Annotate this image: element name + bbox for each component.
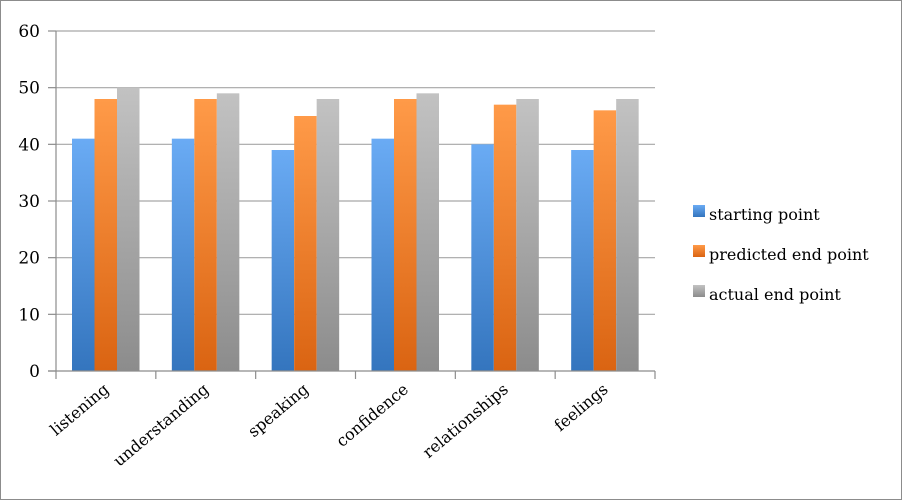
bar-understanding-series-2 xyxy=(194,99,217,371)
bar-relationships-series-2 xyxy=(493,104,517,372)
axes xyxy=(48,30,656,379)
bar-listening-series-1 xyxy=(72,138,95,371)
legend-label: starting point xyxy=(709,205,820,224)
x-category-label: speaking xyxy=(244,380,312,441)
bar-listening-series-3 xyxy=(117,87,140,372)
bar-feelings-series-2 xyxy=(593,110,617,371)
x-category-label: feelings xyxy=(551,380,612,436)
bar-confidence-series-3 xyxy=(416,93,439,371)
y-tick-label: 20 xyxy=(18,249,40,269)
bar-relationships-series-3 xyxy=(516,99,539,371)
legend-swatch xyxy=(693,205,705,217)
bar-speaking-series-2 xyxy=(294,116,317,371)
bar-listening-series-2 xyxy=(94,99,117,371)
x-category-label: understanding xyxy=(109,380,212,471)
gridlines xyxy=(56,30,655,315)
legend-label: actual end point xyxy=(709,285,841,304)
legend-swatch xyxy=(693,245,705,257)
legend-label: predicted end point xyxy=(709,245,869,264)
y-tick-label: 40 xyxy=(18,135,40,155)
legend-swatch xyxy=(693,285,705,297)
x-category-label: relationships xyxy=(419,380,512,462)
x-category-label: listening xyxy=(46,380,112,440)
y-tick-label: 0 xyxy=(29,362,40,382)
bar-confidence-series-1 xyxy=(371,138,394,371)
y-tick-label: 60 xyxy=(18,22,40,42)
bar-understanding-series-1 xyxy=(171,138,195,371)
bar-speaking-series-1 xyxy=(271,150,295,371)
y-tick-label: 30 xyxy=(18,192,40,212)
bar-feelings-series-1 xyxy=(571,150,594,371)
x-category-label: confidence xyxy=(332,380,412,451)
bar-feelings-series-3 xyxy=(616,99,639,371)
bar-speaking-series-3 xyxy=(316,99,340,371)
bars xyxy=(72,87,639,372)
y-tick-label: 10 xyxy=(18,305,40,325)
legend: starting point predicted end point actual … xyxy=(693,205,869,304)
y-tick-label: 50 xyxy=(18,79,40,99)
bar-confidence-series-2 xyxy=(394,99,417,371)
bar-relationships-series-1 xyxy=(471,144,494,371)
bar-understanding-series-3 xyxy=(216,93,240,371)
